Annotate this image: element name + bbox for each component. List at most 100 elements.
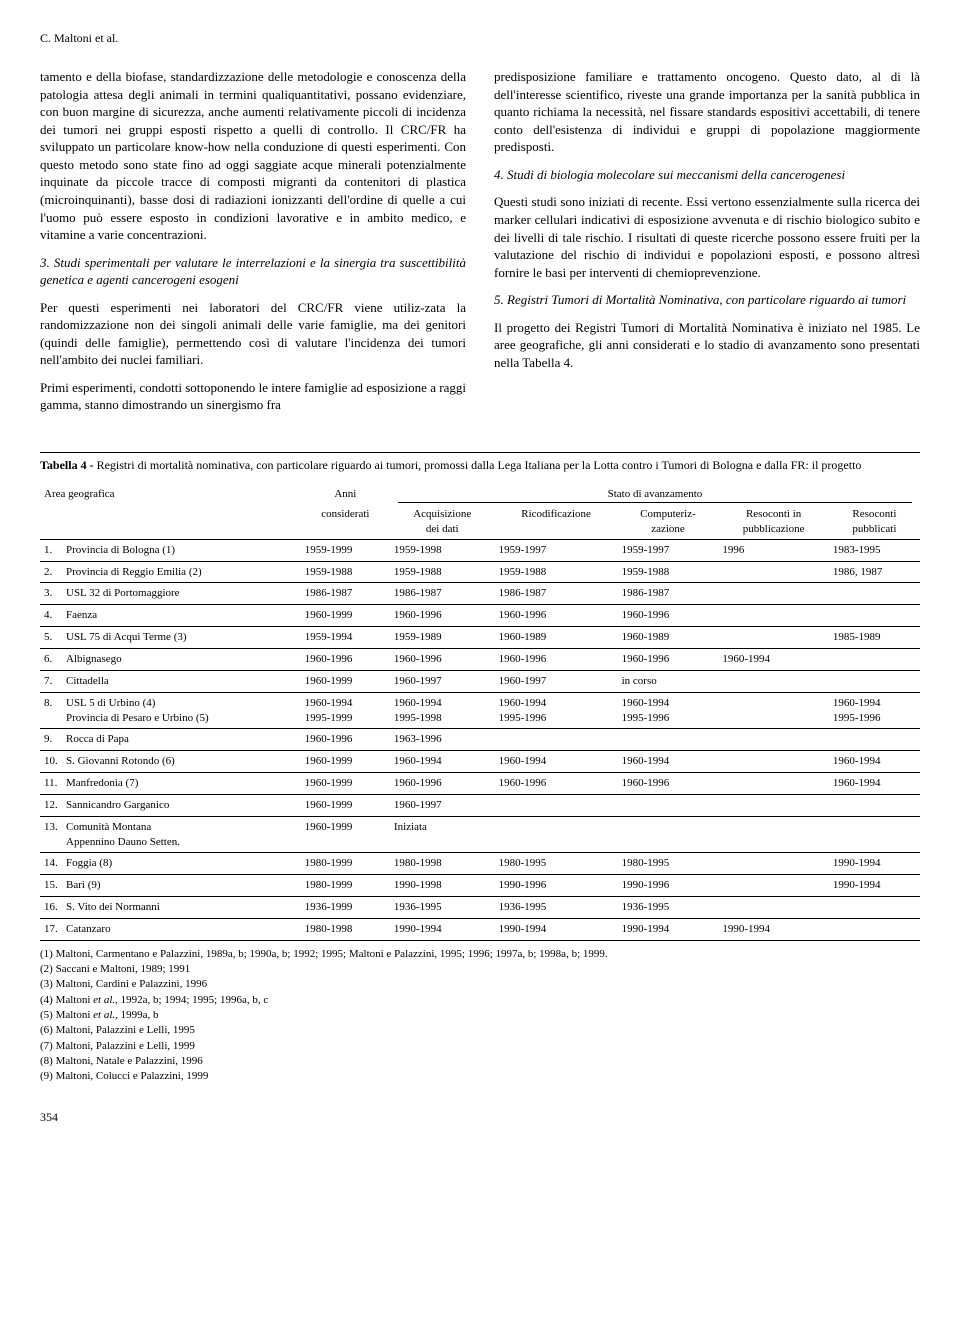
table-cell: 1990-1996 <box>495 875 618 897</box>
table-cell: 1986, 1987 <box>829 561 920 583</box>
left-column: tamento e della biofase, standardizzazio… <box>40 68 466 424</box>
table-cell <box>829 897 920 919</box>
paragraph: Il progetto dei Registri Tumori di Morta… <box>494 319 920 372</box>
section-heading-3: 3. Studi sperimentali per valutare le in… <box>40 254 466 289</box>
table-row: 5.USL 75 di Acqui Terme (3)1959-19941959… <box>40 627 920 649</box>
table-cell: 1985-1989 <box>829 627 920 649</box>
table-cell: 1960-1994 <box>829 751 920 773</box>
footnote: (6) Maltoni, Palazzini e Lelli, 1995 <box>40 1023 920 1037</box>
table-cell: 1936-1995 <box>390 897 495 919</box>
table-cell: 1986-1987 <box>301 583 390 605</box>
table-cell <box>718 897 828 919</box>
table-cell <box>718 627 828 649</box>
table-cell: 1960-1996 <box>495 773 618 795</box>
table-cell: 11. <box>40 773 62 795</box>
table-cell <box>718 853 828 875</box>
table-cell: 1936-1995 <box>618 897 719 919</box>
table-cell: Rocca di Papa <box>62 729 301 751</box>
table-cell: 1986-1987 <box>390 583 495 605</box>
table-cell: 1936-1999 <box>301 897 390 919</box>
table-cell: 1960-1999 <box>301 751 390 773</box>
table-cell: 9. <box>40 729 62 751</box>
table-cell <box>829 670 920 692</box>
table-4: Area geografica Anni Stato di avanzament… <box>40 485 920 941</box>
table-row: 12.Sannicandro Garganico1960-19991960-19… <box>40 794 920 816</box>
footnote: (9) Maltoni, Colucci e Palazzini, 1999 <box>40 1069 920 1083</box>
section-heading-5: 5. Registri Tumori di Mortalità Nominati… <box>494 291 920 309</box>
table-cell <box>618 729 719 751</box>
table-cell: 1990-1998 <box>390 875 495 897</box>
table-cell: 1960-19941995-1996 <box>618 692 719 729</box>
table-cell <box>718 729 828 751</box>
table-cell: 1960-1997 <box>390 670 495 692</box>
table-cell: 1990-1994 <box>495 918 618 940</box>
table-cell: 16. <box>40 897 62 919</box>
paragraph: predisposizione familiare e trattamento … <box>494 68 920 156</box>
table-cell <box>718 561 828 583</box>
table-cell <box>718 794 828 816</box>
table-cell: Catanzaro <box>62 918 301 940</box>
footnote: (1) Maltoni, Carmentano e Palazzini, 198… <box>40 947 920 961</box>
table-cell: 1960-1999 <box>301 773 390 795</box>
table-cell: 1960-1994 <box>495 751 618 773</box>
table-cell: 1936-1995 <box>495 897 618 919</box>
table-cell: 1983-1995 <box>829 539 920 561</box>
table-cell: 1960-1997 <box>390 794 495 816</box>
table-cell <box>618 816 719 853</box>
table-cell: 1960-1989 <box>618 627 719 649</box>
footnote: (7) Maltoni, Palazzini e Lelli, 1999 <box>40 1039 920 1053</box>
footnote: (2) Saccani e Maltoni, 1989; 1991 <box>40 962 920 976</box>
table-cell <box>829 816 920 853</box>
table-cell: 1960-1996 <box>390 605 495 627</box>
table-cell: 1. <box>40 539 62 561</box>
table-cell: 1986-1987 <box>495 583 618 605</box>
table-cell: 1990-1994 <box>718 918 828 940</box>
table-cell: 1996 <box>718 539 828 561</box>
table-cell: 1980-1995 <box>495 853 618 875</box>
table-cell: Faenza <box>62 605 301 627</box>
running-head: C. Maltoni et al. <box>40 30 920 46</box>
table-cell: 4. <box>40 605 62 627</box>
table-cell: 1980-1999 <box>301 853 390 875</box>
footnote: (8) Maltoni, Natale e Palazzini, 1996 <box>40 1054 920 1068</box>
page-number: 354 <box>40 1109 920 1125</box>
table-cell <box>718 773 828 795</box>
table-cell: Cittadella <box>62 670 301 692</box>
table-cell: 17. <box>40 918 62 940</box>
table-cell: USL 32 di Portomaggiore <box>62 583 301 605</box>
table-cell: 1960-1996 <box>301 729 390 751</box>
th-area: Area geografica <box>40 485 301 505</box>
table-cell <box>718 751 828 773</box>
table-cell: Bari (9) <box>62 875 301 897</box>
table-cell: 1960-19941995-1996 <box>829 692 920 729</box>
th-considerati: considerati <box>301 505 390 539</box>
table-label: Tabella 4 - <box>40 458 97 472</box>
table-cell: Comunità MontanaAppennino Dauno Setten. <box>62 816 301 853</box>
table-caption-text: Registri di mortalità nominativa, con pa… <box>97 458 862 472</box>
right-column: predisposizione familiare e trattamento … <box>494 68 920 424</box>
table-cell: 1960-19941995-1999 <box>301 692 390 729</box>
table-footnotes: (1) Maltoni, Carmentano e Palazzini, 198… <box>40 947 920 1084</box>
table-cell: 14. <box>40 853 62 875</box>
table-cell <box>829 648 920 670</box>
th-stato: Stato di avanzamento <box>390 485 920 505</box>
table-cell: 1960-1994 <box>829 773 920 795</box>
table-cell: 13. <box>40 816 62 853</box>
table-cell: S. Vito dei Normanni <box>62 897 301 919</box>
th-c4: Resoconti inpubblicazione <box>718 505 828 539</box>
paragraph: Per questi esperimenti nei laboratori de… <box>40 299 466 369</box>
table-cell: 1959-1994 <box>301 627 390 649</box>
table-cell <box>718 583 828 605</box>
table-cell <box>618 794 719 816</box>
th-stato-text: Stato di avanzamento <box>608 488 703 500</box>
table-cell: USL 75 di Acqui Terme (3) <box>62 627 301 649</box>
table-cell: 7. <box>40 670 62 692</box>
table-cell: 1960-1996 <box>390 773 495 795</box>
table-cell: 8. <box>40 692 62 729</box>
table-cell <box>829 794 920 816</box>
table-cell: 1959-1988 <box>301 561 390 583</box>
table-cell: 1990-1994 <box>829 853 920 875</box>
table-row: 9.Rocca di Papa1960-19961963-1996 <box>40 729 920 751</box>
body-columns: tamento e della biofase, standardizzazio… <box>40 68 920 424</box>
table-row: 8.USL 5 di Urbino (4)Provincia di Pesaro… <box>40 692 920 729</box>
